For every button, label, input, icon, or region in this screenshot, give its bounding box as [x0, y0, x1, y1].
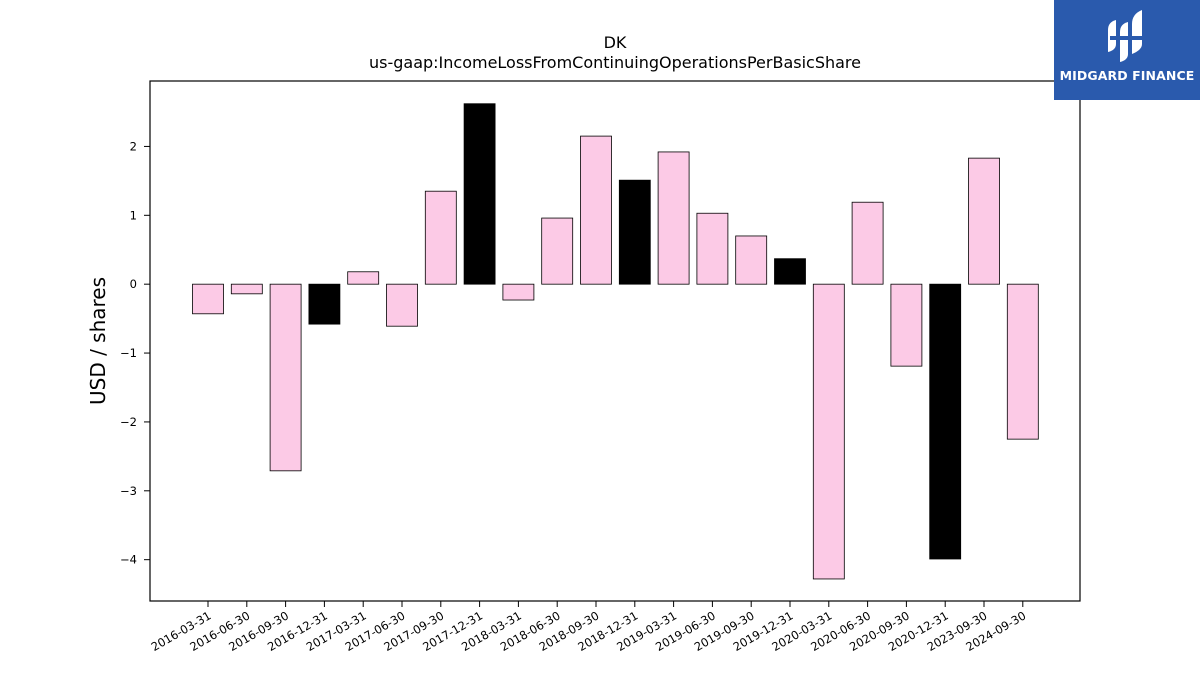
- y-tick-label: −3: [120, 484, 137, 498]
- bar-2017-03-31: [347, 271, 380, 285]
- bar-2018-09-30: [580, 135, 612, 285]
- bar-2023-09-30: [968, 157, 1000, 285]
- bar-2019-03-31: [657, 151, 690, 285]
- bar-2016-03-31: [192, 283, 224, 315]
- bar-2017-12-31: [463, 103, 496, 285]
- y-axis-label: USD / shares: [86, 277, 110, 405]
- x-axis: 2016-03-312016-06-302016-09-302016-12-31…: [149, 601, 1028, 654]
- bar-2020-06-30: [851, 201, 884, 285]
- chart-title: DK: [604, 33, 627, 52]
- y-tick-label: 1: [130, 208, 137, 222]
- bar-2019-12-31: [774, 258, 806, 285]
- brand-mark-icon: [1108, 10, 1144, 62]
- y-tick-label: 2: [130, 139, 137, 153]
- bar-2020-03-31: [812, 283, 845, 580]
- bar-2016-12-31: [308, 283, 341, 325]
- brand-logo: MIDGARD FINANCE: [1054, 0, 1200, 100]
- bar-2024-09-30: [1006, 283, 1039, 440]
- y-tick-label: 0: [130, 277, 137, 291]
- bars-layer: [192, 103, 1039, 580]
- bar-2017-09-30: [424, 190, 457, 285]
- brand-name: MIDGARD FINANCE: [1059, 68, 1195, 83]
- bar-2016-09-30: [269, 283, 302, 472]
- plot-frame: [149, 80, 1081, 602]
- bar-2019-06-30: [696, 212, 729, 285]
- bar-2018-06-30: [541, 217, 574, 285]
- bar-2019-09-30: [735, 235, 768, 285]
- bar-2017-06-30: [386, 283, 418, 327]
- bar-2020-09-30: [890, 283, 923, 367]
- y-tick-label: −4: [120, 553, 137, 567]
- bar-2020-12-31: [929, 283, 962, 560]
- y-tick-label: −2: [120, 415, 137, 429]
- y-axis: −4 −3 −2 −1 0 1 2: [120, 139, 150, 567]
- chart-subtitle: us-gaap:IncomeLossFromContinuingOperatio…: [369, 53, 861, 72]
- bar-2018-12-31: [618, 179, 651, 285]
- bar-2016-06-30: [230, 283, 263, 295]
- y-tick-label: −1: [120, 346, 137, 360]
- bar-2018-03-31: [502, 283, 535, 301]
